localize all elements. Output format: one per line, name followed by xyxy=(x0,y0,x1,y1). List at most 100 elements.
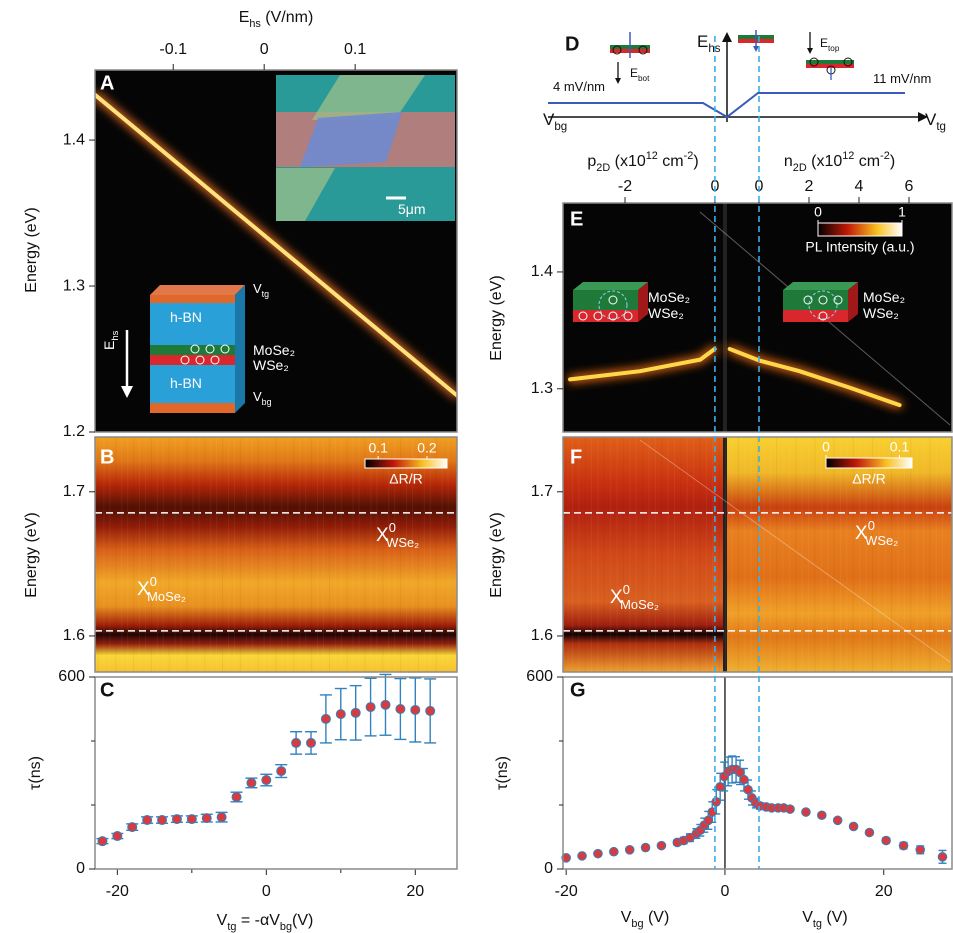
subscript: 2D xyxy=(793,162,807,174)
text-run: 11 mV/nm xyxy=(873,71,931,86)
data-point xyxy=(916,846,925,855)
text-run: MoSe₂ xyxy=(253,342,295,358)
y-axis-label: Energy (eV) xyxy=(488,275,505,360)
subscript: WSe₂ xyxy=(386,535,419,550)
text-run: E xyxy=(239,9,250,26)
text-run: ) xyxy=(890,153,895,170)
text-run: n xyxy=(784,153,793,170)
text-run: (V/nm) xyxy=(261,9,313,26)
top-axis-label: n2D (x1012 cm-2) xyxy=(784,150,895,174)
superscript: 0 xyxy=(389,520,396,535)
colorbar-tick-label: 0 xyxy=(814,204,822,220)
plot-area xyxy=(563,677,952,869)
top-tick-label: 4 xyxy=(855,178,864,195)
subscript: bg xyxy=(280,921,292,933)
superscript: 0 xyxy=(868,518,875,533)
panel-letter: E xyxy=(570,208,583,230)
subscript: tg xyxy=(936,121,946,133)
data-point xyxy=(113,832,122,841)
colorbar-tick-label: 1 xyxy=(898,204,906,220)
x-tick-label: 20 xyxy=(406,883,424,900)
y-axis-label: τ(ns) xyxy=(27,756,44,790)
subscript: hs xyxy=(110,330,121,340)
y-tick-label: 1.2 xyxy=(63,423,85,440)
data-point xyxy=(351,708,360,717)
panel-letter: F xyxy=(570,446,582,468)
data-point xyxy=(292,738,301,747)
x-axis-label: Vtg (V) xyxy=(802,909,848,930)
superscript: 0 xyxy=(623,582,630,597)
x-tick-label: -20 xyxy=(106,883,129,900)
data-point xyxy=(381,700,390,709)
data-point xyxy=(336,710,345,719)
panel-letter: C xyxy=(100,679,114,701)
subscript: bg xyxy=(631,918,643,930)
stack-layer xyxy=(150,295,235,303)
panel-letter: D xyxy=(565,33,579,55)
data-point xyxy=(740,775,749,784)
text-run: V xyxy=(621,909,632,926)
body: h-BNh-BNMoSe₂WSe₂VtgVbgEhs5μm1.21.31.4En… xyxy=(0,0,953,933)
y-tick-label: 600 xyxy=(526,668,553,685)
schematic-label: Ehs xyxy=(697,32,721,55)
inset-label: MoSe₂ xyxy=(863,289,905,305)
top-axis-label: Ehs (V/nm) xyxy=(239,9,314,30)
data-point xyxy=(172,815,181,824)
text-run: V xyxy=(925,110,937,129)
divider xyxy=(723,437,727,672)
data-point xyxy=(716,782,725,791)
data-point xyxy=(610,847,619,856)
data-point xyxy=(426,706,435,715)
data-point xyxy=(366,703,375,712)
data-point xyxy=(818,811,827,820)
data-point xyxy=(882,836,891,845)
text-run: 4 mV/nm xyxy=(553,79,605,94)
colorbar-tick-label: 0.2 xyxy=(417,440,437,456)
text-run: MoSe₂ xyxy=(863,289,905,305)
data-point xyxy=(744,785,753,794)
y-tick-label: 0 xyxy=(76,860,85,877)
subscript: hs xyxy=(249,18,261,30)
x-axis-label: Vtg = -αVbg(V) xyxy=(217,912,314,933)
text-run: ) xyxy=(693,153,698,170)
panel-letter: A xyxy=(100,72,114,94)
data-point xyxy=(98,837,107,846)
data-point xyxy=(938,853,947,862)
text-run: (V) xyxy=(644,909,670,926)
schematic-label: 11 mV/nm xyxy=(873,71,931,86)
text-run: (x10 xyxy=(610,153,646,170)
subscript: bg xyxy=(262,397,272,407)
text-run: E xyxy=(101,341,117,350)
figure: h-BNh-BNMoSe₂WSe₂VtgVbgEhs5μm1.21.31.4En… xyxy=(0,0,953,933)
text-run: E xyxy=(630,66,638,80)
data-point xyxy=(833,816,842,825)
subscript: tg xyxy=(813,918,822,930)
x-tick-label: -20 xyxy=(555,883,578,900)
subscript: MoSe₂ xyxy=(620,597,659,612)
text-run: E xyxy=(697,32,708,51)
panel-letter: G xyxy=(570,679,586,701)
text-run: MoSe₂ xyxy=(648,289,690,305)
text-run: cm xyxy=(854,153,880,170)
x-tick-label: 20 xyxy=(875,883,893,900)
inset-label: WSe₂ xyxy=(648,305,684,321)
text-run: 5μm xyxy=(398,201,426,217)
data-point xyxy=(217,813,226,822)
data-point xyxy=(277,767,286,776)
data-point xyxy=(396,705,405,714)
y-tick-label: 1.3 xyxy=(531,380,553,397)
top-tick-label: 0 xyxy=(260,41,269,58)
text-run: = -αV xyxy=(236,912,280,929)
data-point xyxy=(802,808,811,817)
top-tick-label: -0.1 xyxy=(159,41,187,58)
text-run: p xyxy=(587,153,596,170)
inset-label: WSe₂ xyxy=(863,305,899,321)
inset-label: h-BN xyxy=(170,309,202,325)
top-tick-label: 6 xyxy=(905,178,914,195)
text-run: WSe₂ xyxy=(648,305,684,321)
text-run: (x10 xyxy=(807,153,843,170)
y-tick-label: 1.7 xyxy=(531,483,553,500)
y-tick-label: 600 xyxy=(58,668,85,685)
y-tick-label: 0 xyxy=(544,860,553,877)
panel-letter: B xyxy=(100,446,114,468)
